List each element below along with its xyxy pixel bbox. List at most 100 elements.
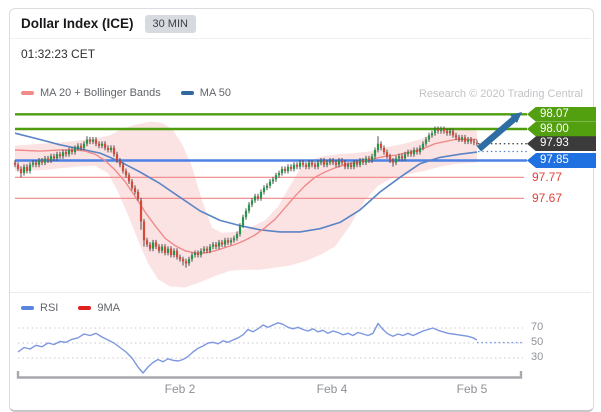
candle-body (442, 129, 446, 132)
last-price-badge: 97.93 (527, 136, 596, 152)
candle-body (40, 160, 44, 163)
candle-body (250, 200, 254, 205)
timeframe-badge: 30 MIN (144, 14, 196, 33)
price-level-label: 97.67 (532, 191, 563, 206)
candle-body (391, 160, 395, 163)
candle-body (313, 164, 317, 167)
candle-body (265, 185, 269, 188)
candle-body (244, 210, 248, 218)
panel-divider (10, 292, 591, 293)
price-level-badge: 98.00 (527, 121, 596, 137)
candle-body (106, 147, 110, 150)
candle-body (376, 143, 380, 150)
candle-body (211, 244, 215, 247)
x-axis-label: Feb 4 (316, 382, 348, 396)
candle-body (406, 152, 410, 155)
ma50-legend-swatch (180, 91, 194, 95)
candle-body (133, 187, 137, 192)
candle-body (166, 248, 170, 253)
candle-body (115, 154, 119, 161)
candle-body (445, 131, 449, 134)
candle-body (130, 181, 134, 188)
x-axis (16, 371, 523, 379)
candle-body (364, 158, 368, 163)
legend-item-9ma: 9MA (78, 302, 120, 314)
candle-body (118, 160, 122, 165)
candle-body (214, 244, 218, 247)
candle-body (112, 147, 116, 155)
x-axis-label: Feb 5 (456, 382, 488, 396)
candle-body (187, 259, 191, 264)
candle-body (256, 196, 260, 199)
candle-body (85, 139, 89, 144)
candle-body (358, 160, 362, 165)
forecast-arrow-head (510, 112, 522, 123)
candle-body (430, 133, 434, 136)
candle-body (310, 162, 314, 165)
candle-body (322, 160, 326, 165)
candle-body (424, 139, 428, 144)
candle-body (466, 139, 470, 142)
candle-body (139, 200, 143, 222)
candle-body (127, 175, 131, 182)
candle-body (421, 143, 425, 148)
candle-body (178, 257, 182, 260)
candle-body (262, 187, 266, 192)
candle-body (202, 248, 206, 251)
price-level-badge: 98.07 (527, 106, 596, 122)
candle-body (439, 129, 443, 132)
candle-body (475, 142, 479, 144)
candle-body (73, 147, 77, 153)
candle-body (385, 152, 389, 157)
rsi-scale-label: 70 (531, 321, 544, 333)
candle-body (61, 152, 65, 157)
candle-body (397, 156, 401, 159)
chart-header: Dollar Index (ICE) 30 MIN (10, 9, 591, 39)
candle-body (109, 147, 113, 150)
candle-body (100, 143, 104, 146)
candle-body (436, 129, 440, 132)
candle-body (277, 173, 281, 176)
candle-body (355, 162, 359, 165)
rsi-scale-label: 50 (531, 336, 544, 348)
candle-body (349, 164, 353, 167)
candle-body (337, 160, 341, 165)
candle-body (418, 147, 422, 153)
candle-body (31, 162, 35, 165)
candle-body (289, 166, 293, 169)
candle-body (64, 152, 68, 155)
legend-label: MA 20 + Bollinger Bands (40, 87, 161, 99)
candle-body (223, 240, 227, 245)
candle-body (298, 162, 302, 167)
candle-body (124, 171, 128, 176)
candle-body (331, 160, 335, 163)
price-level-label: 97.77 (532, 170, 563, 185)
candle-body (388, 156, 392, 161)
candle-body (52, 156, 56, 159)
candle-body (370, 156, 374, 161)
candle-body (451, 131, 455, 136)
timestamp: 01:32:23 CET (21, 47, 96, 61)
bollinger-band-area (15, 121, 477, 288)
candle-body (457, 137, 461, 140)
candle-body (91, 139, 95, 142)
candle-body (220, 242, 224, 245)
candle-body (136, 192, 140, 199)
candle-body (208, 246, 212, 251)
candle-body (400, 156, 404, 159)
candle-body (16, 164, 20, 169)
candle-body (163, 246, 167, 253)
candle-body (448, 131, 452, 134)
candle-body (304, 164, 308, 167)
candle-body (217, 242, 221, 247)
candle-body (58, 154, 62, 157)
candle-body (235, 234, 239, 239)
candle-body (43, 158, 47, 163)
candle-body (307, 162, 311, 167)
candle-body (76, 145, 80, 148)
candle-body (268, 181, 272, 186)
candle-body (259, 192, 263, 199)
chart-title: Dollar Index (ICE) (21, 16, 134, 31)
candle-body (22, 166, 26, 174)
